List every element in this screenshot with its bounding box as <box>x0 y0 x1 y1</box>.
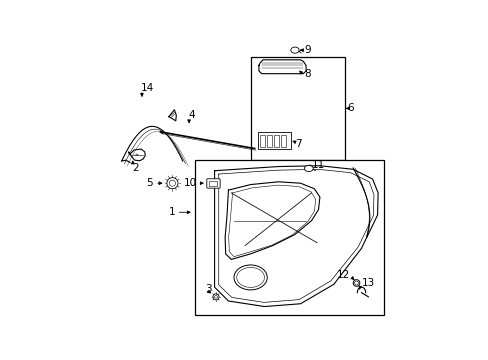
Ellipse shape <box>212 294 219 300</box>
Text: 10: 10 <box>183 178 196 188</box>
Bar <box>281 135 286 147</box>
Ellipse shape <box>233 265 267 290</box>
Bar <box>208 181 217 186</box>
Bar <box>266 135 271 147</box>
Ellipse shape <box>214 296 217 298</box>
Text: 11: 11 <box>311 159 324 170</box>
Text: 1: 1 <box>168 207 175 217</box>
Ellipse shape <box>352 280 359 286</box>
Text: 14: 14 <box>141 82 154 93</box>
Text: 2: 2 <box>132 163 138 174</box>
Bar <box>257 132 290 149</box>
Text: 4: 4 <box>188 110 195 120</box>
Ellipse shape <box>136 154 138 156</box>
Ellipse shape <box>236 267 264 287</box>
Ellipse shape <box>166 177 178 189</box>
Text: 8: 8 <box>303 69 310 79</box>
Text: 9: 9 <box>304 45 311 55</box>
Bar <box>195 159 383 315</box>
Text: 5: 5 <box>146 178 153 188</box>
Ellipse shape <box>304 166 313 172</box>
Text: 3: 3 <box>204 284 211 293</box>
Ellipse shape <box>290 47 299 53</box>
Text: 6: 6 <box>346 103 353 113</box>
Bar <box>250 57 344 159</box>
Text: 7: 7 <box>294 139 301 149</box>
FancyBboxPatch shape <box>206 179 220 188</box>
Text: 13: 13 <box>361 278 374 288</box>
Text: 12: 12 <box>336 270 349 280</box>
Bar <box>274 135 279 147</box>
Ellipse shape <box>169 180 175 186</box>
Ellipse shape <box>354 281 358 285</box>
Bar <box>259 135 264 147</box>
